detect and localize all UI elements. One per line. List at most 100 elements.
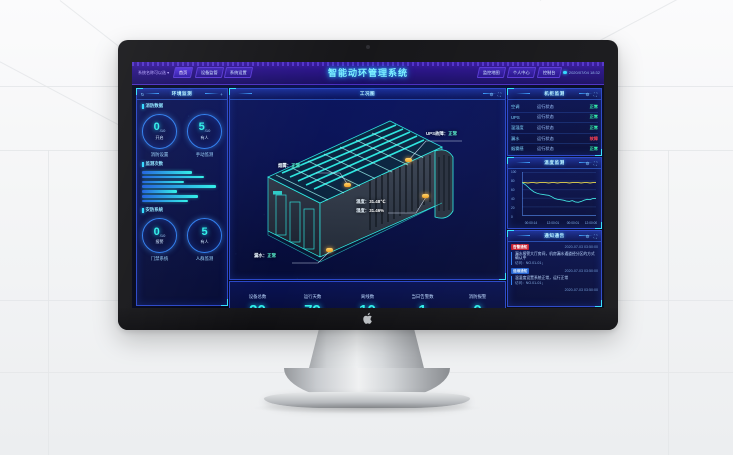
system-selector[interactable]: 系统名称可以选 ▾ <box>138 69 170 75</box>
list-item[interactable]: 告警通知 2020-07-03 03:50:00 漏水报警大厅房间，机房漏水通道… <box>511 244 598 266</box>
gauge-unit: 开启 <box>155 134 164 140</box>
nav-item-device[interactable]: 设备监管 <box>194 67 224 78</box>
temperature-label: 温度： <box>356 199 370 204</box>
container-3d-view[interactable]: 烟雾：正常 UPS故障：正常 漏水：正常 温度：31.48℃ 湿度：31.46% <box>230 99 505 279</box>
header-deco <box>579 93 593 94</box>
nav-item-home-label: 首页 <box>179 69 188 75</box>
table-row[interactable]: UPS 运行状态 正常 <box>511 111 598 123</box>
log-meta: 告警通知 2020-07-03 03:50:00 <box>511 244 598 250</box>
gauge-caption: 手动监测 <box>195 152 214 157</box>
nav-item-console-label: 控制台 <box>542 69 556 75</box>
y-tick: 40 <box>511 197 515 201</box>
table-row[interactable]: 漏水 运行状态 故障 <box>511 132 598 144</box>
cabinet-status-header: 机柜监测 ⚙ ⛶ <box>508 89 601 100</box>
table-row[interactable]: 温湿度 运行状态 正常 <box>511 122 598 133</box>
log-line-2: 访问：NO.01-01； <box>515 260 545 265</box>
header-deco <box>579 235 593 236</box>
stat-value: 10 <box>340 303 395 308</box>
row-name: 烟雾感 <box>511 146 524 152</box>
expand-icon[interactable]: ⛶ <box>497 91 502 97</box>
stat-total-devices: 设备总数 20 <box>230 294 285 308</box>
cabinet-status-table: 空调 运行状态 正常 UPS 运行状态 正常 温湿度 运行状态 正常 <box>508 100 601 156</box>
left-panel: 环境监测 ↻ + 消防数据 0/10 开启 5/10 有人 <box>136 88 228 306</box>
gear-icon[interactable]: ⚙ <box>489 91 494 97</box>
annotation-smoke-label: 烟雾： <box>278 163 292 168</box>
stat-label: 运行天数 <box>303 294 322 299</box>
refresh-icon[interactable]: ↻ <box>140 91 145 97</box>
monitor-stand-base <box>263 392 470 408</box>
stat-value: 20 <box>230 303 285 308</box>
center-panel-title: 工况图 <box>359 91 376 96</box>
gauge-caption: 门禁系统 <box>150 256 169 262</box>
gear-icon[interactable]: ⚙ <box>585 91 590 97</box>
stats-bar: 设备总数 20 运行天数 79 离线数 10 当日告警数 1 <box>229 281 506 308</box>
dashboard: 系统名称可以选 ▾ 首页 设备监管 系统设置 智能动环管理系统 监控地图 个人中… <box>132 62 604 308</box>
gauge-caption: 人群监测 <box>195 256 214 262</box>
notifications-header: 通知通告 ⚙ ⛶ <box>508 231 601 242</box>
x-tick: 00:00:01 <box>566 221 580 225</box>
row-name: 空调 <box>511 103 520 109</box>
gauge-fire-people[interactable]: 5/10 有人 <box>187 114 222 149</box>
log-meta: 运维通知 2020-07-03 03:50:00 <box>511 268 598 275</box>
stat-value: 79 <box>285 303 340 308</box>
top-nav: 系统名称可以选 ▾ 首页 设备监管 系统设置 智能动环管理系统 监控地图 个人中… <box>132 62 604 85</box>
annotation-ups: UPS故障：正常 <box>426 131 457 137</box>
chart-series-svg <box>522 182 596 203</box>
bar-item <box>142 199 189 203</box>
log-body: 漏水报警大厅房间，机房漏水通道经分区的方式确认中 访问：NO.01-01； <box>511 251 598 266</box>
apple-logo-icon <box>362 312 374 325</box>
nav-item-profile[interactable]: 个人中心 <box>506 67 536 78</box>
status-dot-icon <box>563 70 567 75</box>
y-tick: 0 <box>511 215 513 219</box>
y-tick: 80 <box>511 179 515 183</box>
status-badge: 故障 <box>589 135 598 141</box>
gear-icon[interactable]: ⚙ <box>585 233 590 239</box>
nav-item-map[interactable]: 监控地图 <box>477 67 507 78</box>
x-tick: 00:00:14 <box>524 221 538 225</box>
log-footer-timestamp: 2020-07-03 03:50:00 <box>564 288 598 293</box>
stat-label: 消防报警 <box>468 294 487 299</box>
row-detail: 运行状态 <box>537 124 554 130</box>
page-title: 智能动环管理系统 <box>327 68 409 78</box>
center-panel: 工况图 ⚙ ⛶ <box>229 88 506 280</box>
nav-item-home[interactable]: 首页 <box>172 67 194 78</box>
humidity-label: 湿度： <box>356 208 370 213</box>
stat-value: 0 <box>450 303 505 308</box>
sensor-node-temp-icon[interactable] <box>422 194 429 198</box>
table-row[interactable]: 空调 运行状态 正常 <box>511 102 598 112</box>
gauge-fire-open[interactable]: 0/10 开启 <box>142 114 177 149</box>
nav-right-group: 监控地图 个人中心 控制台 2020/07/04 18:32 <box>477 67 600 78</box>
gear-icon[interactable]: ⚙ <box>585 160 590 166</box>
stat-offline-count: 离线数 10 <box>340 294 395 308</box>
expand-icon[interactable]: ⛶ <box>593 160 598 166</box>
x-tick: 12:00:00 <box>584 221 598 225</box>
gauge-group-top: 0/10 开启 5/10 有人 <box>137 111 227 150</box>
table-row[interactable]: 烟雾感 运行状态 正常 <box>511 143 598 154</box>
center-panel-header: 工况图 ⚙ ⛶ <box>230 89 505 100</box>
add-icon[interactable]: + <box>220 91 223 97</box>
sensor-node-smoke-icon[interactable] <box>344 183 351 187</box>
sensor-node-ups-icon[interactable] <box>405 158 412 162</box>
log-body: 温湿度设置系统正常，运行正常 访问：NO.01-01； <box>511 275 598 286</box>
expand-icon[interactable]: ⛶ <box>593 233 598 239</box>
stand-shadow <box>250 402 483 414</box>
notifications-tools: ⚙ ⛶ <box>585 234 598 239</box>
wall-line <box>668 150 669 455</box>
nav-decoration <box>132 62 604 66</box>
list-item[interactable]: 运维通知 2020-07-03 03:50:00 温湿度设置系统正常，运行正常 … <box>511 268 598 286</box>
log-line-1: 温湿度设置系统正常，运行正常 <box>515 275 569 280</box>
sensor-node-water-icon[interactable] <box>326 248 333 252</box>
nav-left-group: 系统名称可以选 ▾ 首页 设备监管 系统设置 <box>136 67 254 78</box>
status-badge: 正常 <box>589 103 598 109</box>
row-detail: 运行状态 <box>537 146 554 152</box>
nav-item-console[interactable]: 控制台 <box>536 67 562 78</box>
gauge-crowd[interactable]: 5 有人 <box>187 218 222 254</box>
stat-today-alarms: 当日告警数 1 <box>395 294 450 308</box>
expand-icon[interactable]: ⛶ <box>593 91 598 97</box>
nav-item-settings[interactable]: 系统设置 <box>224 67 254 78</box>
temperature-value: 31.48℃ <box>369 199 386 204</box>
section-title-fire: 消防数据 <box>137 100 227 111</box>
gauge-door-alarm[interactable]: 0/10 报警 <box>142 218 177 254</box>
log-timestamp: 2020-07-03 03:50:00 <box>564 245 598 249</box>
line-chart[interactable]: 100 80 60 40 20 0 00:00:14 12:00:01 00:0… <box>511 170 598 225</box>
